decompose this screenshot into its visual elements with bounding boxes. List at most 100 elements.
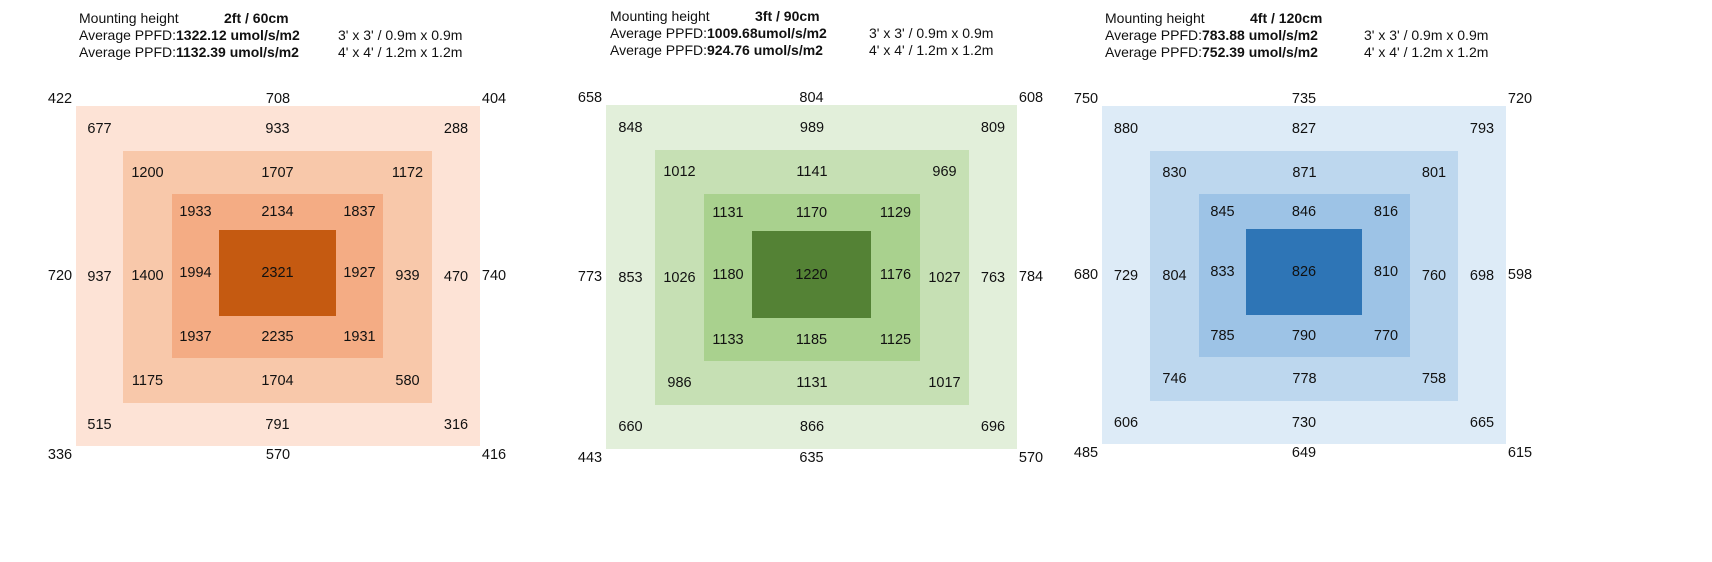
ppfd-zone-4 [219, 230, 336, 316]
ppfd-zone-4 [752, 231, 871, 318]
ppfd-value: 871 [1292, 164, 1317, 181]
ppfd-label: Average PPFD: [79, 27, 177, 43]
ppfd-value: 827 [1291, 120, 1317, 137]
ppfd-label: Average PPFD: [610, 42, 708, 58]
ppfd-value: 785 [1210, 328, 1235, 344]
ppfd-value: 937 [87, 269, 112, 285]
ppfd-value: 2235 [261, 329, 294, 345]
mounting-height-value: 3ft / 90cm [755, 8, 820, 24]
ppfd-value: 866 [799, 419, 825, 435]
ppfd-value: 1176 [879, 266, 912, 283]
ppfd-value: 1931 [343, 329, 376, 345]
ppfd-value: 729 [1113, 268, 1139, 284]
ppfd-3x3-value: 783.88 umol/s/m2 [1202, 27, 1318, 43]
ppfd-value: 933 [265, 120, 290, 137]
ppfd-value: 1131 [796, 375, 828, 391]
ppfd-value: 660 [618, 419, 643, 435]
ppfd-value: 833 [1210, 264, 1235, 280]
mounting-height-value: 2ft / 60cm [224, 10, 289, 26]
ppfd-value: 1707 [261, 164, 294, 181]
ppfd-value: 986 [667, 375, 692, 391]
ppfd-value: 1200 [131, 164, 164, 181]
ppfd-value: 939 [395, 268, 420, 284]
ppfd-3x3-value: 1322.12 umol/s/m2 [176, 27, 300, 43]
ppfd-value: 853 [618, 269, 643, 286]
ppfd-value: 1927 [343, 265, 376, 281]
ppfd-value: 720 [47, 268, 73, 284]
ppfd-value: 801 [1421, 164, 1447, 181]
ppfd-value: 570 [1018, 450, 1044, 466]
ppfd-value: 580 [395, 372, 420, 389]
ppfd-value: 746 [1162, 371, 1187, 387]
ppfd-value: 784 [1018, 269, 1044, 285]
ppfd-value: 770 [1373, 328, 1399, 344]
ppfd-value: 1175 [131, 372, 164, 389]
ppfd-value: 422 [47, 91, 73, 107]
ppfd-value: 793 [1469, 120, 1495, 137]
ppfd-value: 404 [481, 91, 507, 107]
ppfd-value: 1125 [879, 331, 912, 348]
ppfd-value: 615 [1507, 445, 1533, 461]
ppfd-value: 1400 [131, 268, 164, 284]
ppfd-value: 649 [1291, 445, 1317, 461]
ppfd-value: 698 [1469, 268, 1495, 284]
size-3x3-label: 3' x 3' / 0.9m x 0.9m [1364, 27, 1489, 43]
ppfd-value: 1837 [343, 204, 376, 220]
ppfd-value: 1131 [712, 204, 744, 221]
ppfd-value: 1994 [179, 265, 212, 281]
ppfd-center-value: 1220 [795, 266, 828, 283]
mounting-height-label: Mounting height [610, 8, 710, 24]
ppfd-label: Average PPFD: [1105, 27, 1203, 43]
ppfd-value: 750 [1073, 91, 1099, 107]
ppfd-label: Average PPFD: [79, 44, 177, 60]
ppfd-value: 1012 [663, 164, 696, 180]
ppfd-value: 677 [87, 120, 112, 137]
mounting-height-label: Mounting height [79, 10, 179, 26]
ppfd-value: 708 [265, 91, 291, 107]
ppfd-value: 1027 [928, 269, 961, 286]
ppfd-value: 635 [799, 450, 824, 466]
ppfd-value: 470 [443, 269, 469, 285]
ppfd-value: 606 [1113, 414, 1139, 431]
ppfd-4x4-value: 924.76 umol/s/m2 [707, 42, 823, 58]
size-3x3-label: 3' x 3' / 0.9m x 0.9m [338, 27, 463, 43]
ppfd-value: 758 [1421, 371, 1447, 387]
ppfd-value: 880 [1113, 120, 1139, 137]
ppfd-label: Average PPFD: [610, 25, 708, 41]
ppfd-value: 763 [980, 269, 1006, 286]
ppfd-value: 773 [577, 269, 603, 285]
ppfd-value: 1172 [391, 164, 424, 181]
ppfd-value: 720 [1507, 91, 1533, 107]
ppfd-value: 443 [577, 450, 603, 466]
ppfd-value: 791 [265, 416, 290, 433]
ppfd-value: 735 [1291, 91, 1317, 107]
ppfd-value: 830 [1162, 164, 1187, 181]
size-4x4-label: 4' x 4' / 1.2m x 1.2m [338, 44, 463, 60]
ppfd-value: 1026 [663, 269, 696, 286]
ppfd-center-value: 826 [1291, 264, 1317, 280]
ppfd-value: 336 [47, 447, 73, 463]
ppfd-value: 1937 [179, 329, 212, 345]
ppfd-4x4-value: 1132.39 umol/s/m2 [176, 44, 299, 60]
ppfd-value: 804 [1162, 267, 1187, 284]
ppfd-value: 598 [1507, 267, 1533, 283]
ppfd-value: 1170 [795, 204, 828, 221]
ppfd-value: 2134 [261, 204, 294, 220]
ppfd-value: 608 [1018, 90, 1044, 106]
ppfd-value: 1129 [879, 204, 912, 221]
size-4x4-label: 4' x 4' / 1.2m x 1.2m [869, 42, 994, 58]
ppfd-value: 740 [481, 268, 507, 284]
ppfd-value: 1141 [796, 164, 828, 180]
ppfd-value: 816 [1373, 203, 1399, 220]
mounting-height-value: 4ft / 120cm [1250, 10, 1323, 26]
ppfd-value: 790 [1291, 328, 1317, 344]
ppfd-value: 316 [443, 416, 469, 433]
ppfd-value: 809 [980, 119, 1006, 136]
ppfd-value: 1185 [795, 331, 828, 348]
ppfd-value: 1704 [261, 372, 294, 389]
ppfd-value: 845 [1210, 203, 1235, 220]
ppfd-value: 570 [265, 447, 291, 463]
ppfd-value: 969 [932, 164, 957, 180]
ppfd-center-value: 2321 [261, 265, 294, 281]
ppfd-value: 1133 [712, 331, 744, 348]
